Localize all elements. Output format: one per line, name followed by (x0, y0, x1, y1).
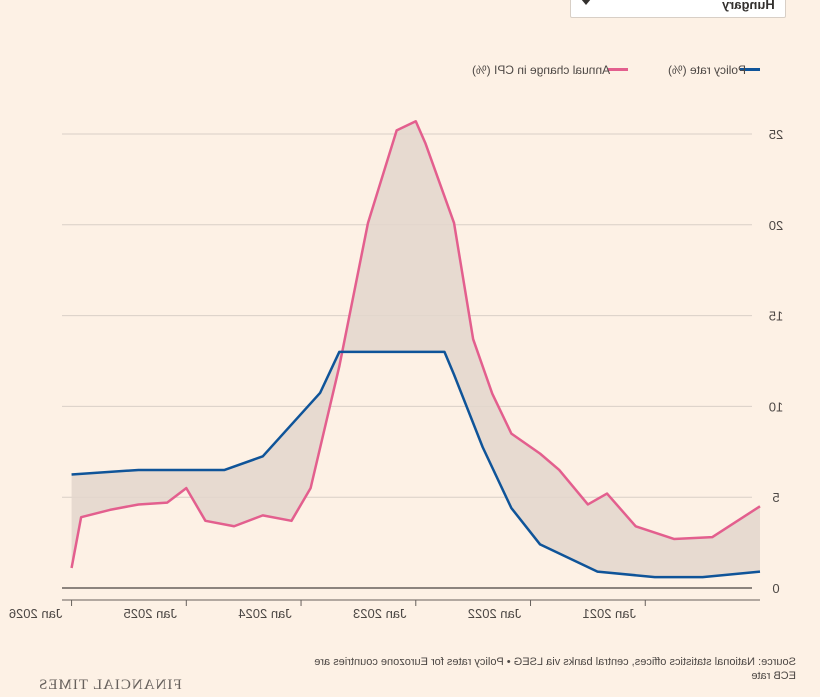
y-tick-label-0: 0 (772, 581, 779, 596)
source-note: Source: National statistics offices, cen… (230, 655, 796, 683)
x-tick-label-2026: Jan 2026 (9, 606, 63, 621)
y-tick-label-20: 20 (769, 218, 783, 233)
x-tick-label-2021: Jan 2021 (583, 606, 637, 621)
x-tick-label-2024: Jan 2024 (238, 606, 292, 621)
x-tick-label-2023: Jan 2023 (353, 606, 407, 621)
gridlines (62, 133, 752, 589)
legend-swatch-cpi (608, 68, 628, 71)
x-tick-label-2022: Jan 2022 (468, 606, 522, 621)
source-line-1: Source: National statistics offices, cen… (314, 656, 796, 668)
y-tick-label-25: 25 (769, 127, 783, 142)
y-tick-label-10: 10 (769, 399, 783, 414)
shaded-gap (71, 121, 760, 578)
series-line-cpi (70, 120, 761, 569)
legend-swatch-policy (740, 68, 760, 71)
y-axis-ticks: 0 5 10 15 20 25 (769, 127, 783, 596)
chevron-down-icon[interactable] (581, 0, 591, 5)
chart-legend: Annual change in CPI (%) Policy rate (%) (472, 62, 772, 80)
y-tick-label-15: 15 (769, 309, 783, 324)
x-axis: Jan 2021 Jan 2022 Jan 2023 Jan 2024 Jan 2025… (9, 599, 760, 621)
series-line-policy-rate (71, 350, 761, 579)
shaded-gap-area (71, 121, 760, 578)
y-tick-label-5: 5 (772, 490, 779, 505)
ft-logo: FINANCIAL TIMES (38, 677, 182, 693)
series-lines (70, 120, 761, 579)
source-line-2: ECB rate (751, 670, 796, 682)
x-tick-label-2025: Jan 2025 (124, 606, 178, 621)
country-select[interactable]: Hungary (570, 0, 786, 18)
